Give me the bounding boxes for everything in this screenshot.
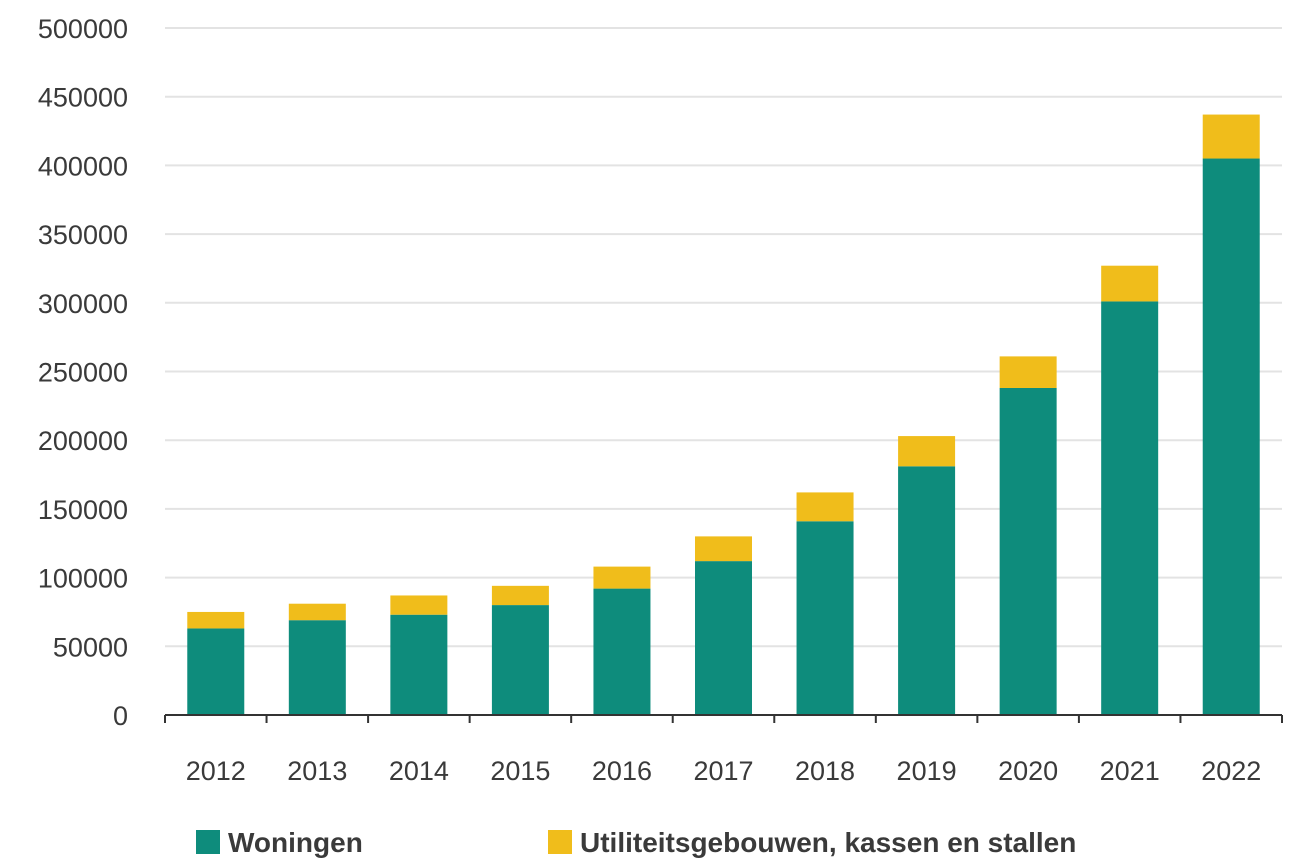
y-tick-label: 300000: [38, 289, 128, 319]
x-tick-label: 2019: [897, 756, 957, 786]
bar-woningen-2013: [288, 620, 346, 715]
bar-utiliteitsgebouwen-2021: [1101, 265, 1159, 302]
bar-utiliteitsgebouwen-2018: [796, 492, 854, 522]
legend-label-woningen: Woningen: [228, 827, 363, 858]
bar-woningen-2015: [491, 605, 549, 715]
x-tick-label: 2021: [1100, 756, 1160, 786]
bar-woningen-2017: [695, 561, 752, 715]
x-tick-label: 2016: [592, 756, 652, 786]
bar-woningen-2014: [390, 614, 448, 715]
y-tick-label: 200000: [38, 426, 128, 456]
bar-utiliteitsgebouwen-2013: [288, 603, 346, 621]
x-axis: [164, 714, 1283, 723]
x-tick-label: 2015: [490, 756, 550, 786]
y-axis-ticks: 0 50000 100000 150000 200000 250000 300000 3500…: [38, 14, 128, 731]
legend-label-utiliteitsgebouwen: Utiliteitsgebouwen, kassen en stallen: [580, 827, 1076, 858]
legend-swatch-utiliteitsgebouwen: [548, 830, 572, 854]
x-tick-label: 2013: [287, 756, 347, 786]
x-axis-ticks: 2012 2013 2014 2015 2016 2017 2018 2019 2020 2021…: [186, 756, 1262, 786]
bar-woningen-2019: [898, 466, 956, 715]
legend-swatch-woningen: [196, 830, 220, 854]
bar-utiliteitsgebouwen-2017: [695, 536, 752, 562]
x-tick-label: 2020: [998, 756, 1058, 786]
y-tick-label: 500000: [38, 14, 128, 44]
legend: Woningen Utiliteitsgebouwen, kassen en s…: [196, 827, 1076, 858]
bar-woningen-2020: [999, 387, 1057, 715]
x-tick-label: 2017: [693, 756, 753, 786]
bar-woningen-2022: [1202, 158, 1260, 715]
bar-woningen-2012: [187, 628, 245, 715]
y-tick-label: 50000: [53, 632, 128, 662]
x-tick-label: 2022: [1201, 756, 1261, 786]
y-tick-label: 0: [113, 701, 128, 731]
bar-utiliteitsgebouwen-2015: [491, 585, 549, 606]
bar-woningen-2018: [796, 521, 854, 715]
bar-utiliteitsgebouwen-2019: [898, 436, 956, 467]
bar-utiliteitsgebouwen-2020: [999, 356, 1057, 388]
y-tick-label: 350000: [38, 220, 128, 250]
bar-woningen-2016: [593, 588, 651, 715]
y-tick-label: 400000: [38, 151, 128, 181]
bar-utiliteitsgebouwen-2014: [390, 595, 448, 615]
bar-utiliteitsgebouwen-2012: [187, 611, 245, 629]
y-tick-label: 100000: [38, 564, 128, 594]
bar-woningen-2021: [1101, 301, 1159, 715]
x-tick-label: 2014: [389, 756, 449, 786]
gridlines: [165, 27, 1282, 648]
y-tick-label: 250000: [38, 358, 128, 388]
x-tick-label: 2018: [795, 756, 855, 786]
bar-utiliteitsgebouwen-2016: [593, 566, 651, 589]
x-tick-label: 2012: [186, 756, 246, 786]
bars: [187, 114, 1260, 715]
bar-utiliteitsgebouwen-2022: [1202, 114, 1260, 159]
y-tick-label: 450000: [38, 83, 128, 113]
y-tick-label: 150000: [38, 495, 128, 525]
